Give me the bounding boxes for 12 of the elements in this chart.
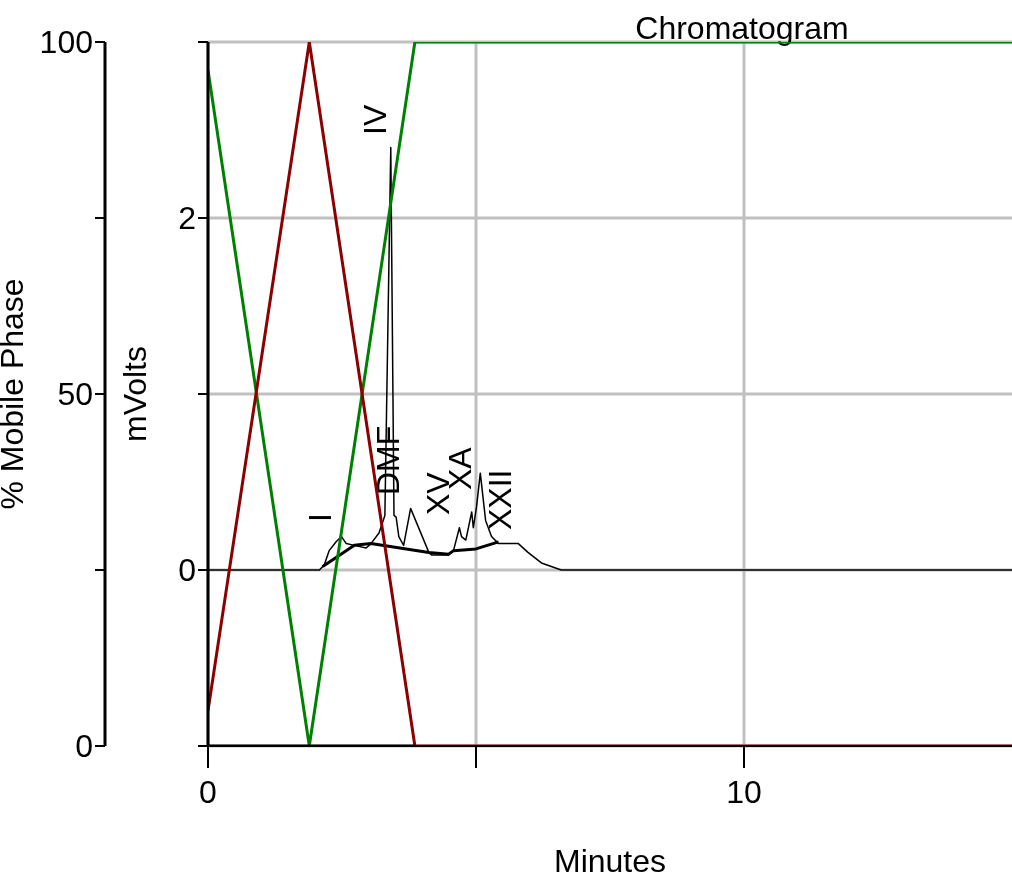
annotation: I [302,513,338,522]
y2-tick-label: 50 [57,376,93,413]
y2-tick-label: 100 [39,24,93,61]
x-axis-title: Minutes [553,843,667,879]
annotation: IV [357,104,393,135]
annotation: XXII [482,469,518,530]
chart-title: Chromatogram [635,10,849,46]
y2-axis-title: % Mobile Phase [0,278,31,510]
x-tick-label: 10 [726,773,762,810]
y2-tick-label: 0 [75,728,93,765]
y-axis-title: mVolts [117,345,154,443]
y-tick-label: 2 [178,200,196,237]
